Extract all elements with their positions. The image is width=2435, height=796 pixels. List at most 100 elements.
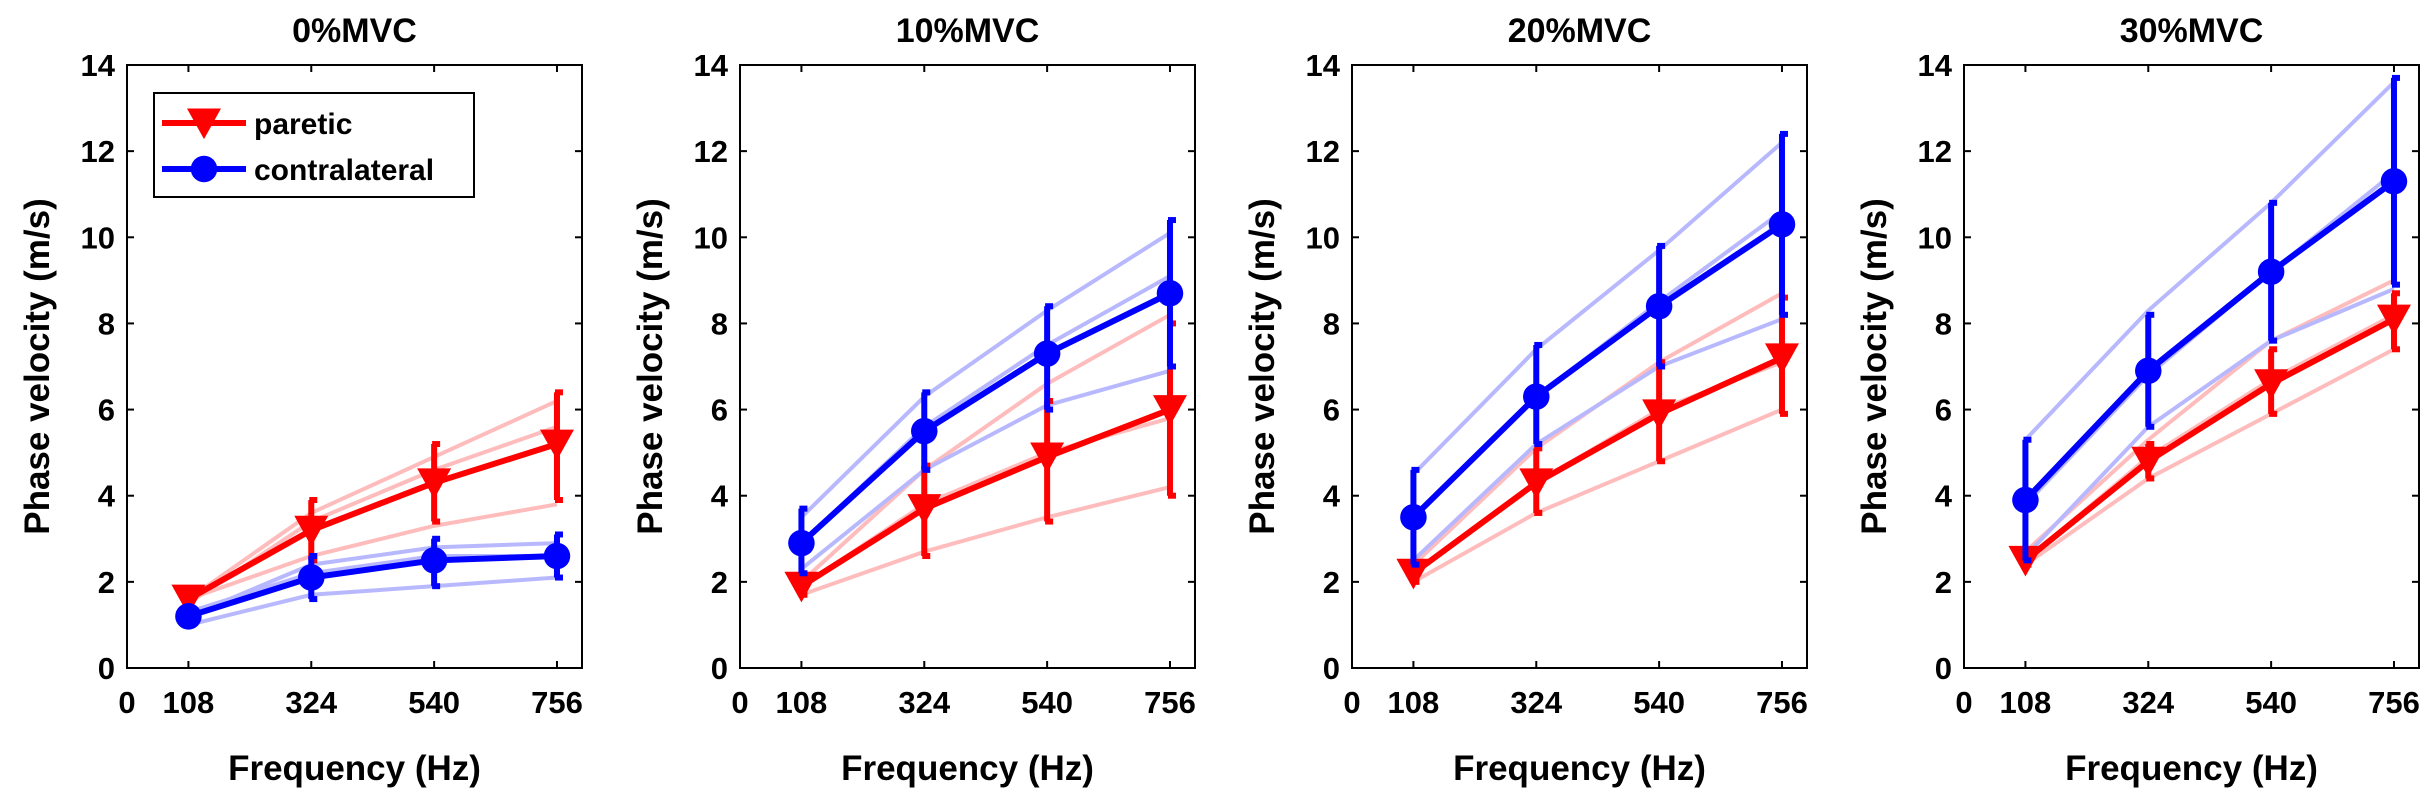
series-contralateral [1400,130,1796,568]
x-axis-label: Frequency (Hz) [841,749,1094,788]
x-tick-label: 324 [898,685,950,720]
point-paretic [417,468,452,499]
x-axis-label: Frequency (Hz) [1453,749,1706,788]
x-tick-label: 108 [1388,685,1440,720]
point-contralateral [2257,258,2285,286]
subject-line-paretic-2 [800,485,1171,597]
y-tick-label: 14 [1918,48,1953,83]
series-contralateral [2012,74,2408,564]
x-tick-label: 108 [163,685,215,720]
y-tick-label: 10 [694,220,728,255]
series-line-paretic [1411,355,1784,576]
subject-line-contralateral-1 [800,274,1171,545]
subject-line-paretic-0 [187,399,558,601]
y-axis-label: Phase velocity (m/s) [18,198,57,535]
y-tick-label: 10 [1918,220,1952,255]
subject-line-contralateral-2 [187,575,558,627]
point-paretic [907,494,942,525]
x-tick-label: 0 [1955,685,1972,720]
x-tick-label: 756 [2368,685,2420,720]
y-axis-label: Phase velocity (m/s) [631,198,670,535]
y-axis-label: Phase velocity (m/s) [1855,198,1894,535]
x-axis-label: Frequency (Hz) [228,749,481,788]
point-paretic [1396,558,1431,590]
y-tick-label: 2 [711,565,728,600]
x-tick-label: 0 [731,685,748,720]
chart-title: 30%MVC [2120,12,2264,50]
subject-line-paretic-1 [1412,360,1783,575]
subject-line-paretic-2 [187,502,558,601]
x-tick-label: 0 [118,685,135,720]
y-tick-label: 12 [81,134,115,169]
series-line-paretic [2023,316,2396,563]
y-tick-label: 14 [1306,48,1341,83]
point-paretic [784,571,819,603]
point-paretic [2254,369,2289,400]
chart-panel-0: 0%MVC 0 2 4 6 8 10 12 14 0 108 324 540 756 Frequency (… [18,12,583,788]
y-tick-label: 12 [1918,134,1952,169]
subject-line-contralateral-0 [800,231,1172,519]
legend-label-contralateral: contralateral [254,154,434,187]
series-contralateral [788,217,1184,577]
series-paretic [784,320,1187,603]
y-tick-label: 8 [1935,306,1952,341]
point-paretic [171,584,206,616]
series-line-paretic [799,406,1172,589]
point-paretic [1642,399,1677,431]
subject-line-contralateral-2 [800,368,1171,571]
point-contralateral [543,542,571,570]
x-tick-label: 324 [2122,685,2174,720]
x-tick-label: 756 [531,685,583,720]
point-contralateral [1400,503,1427,531]
y-axis-label: Phase velocity (m/s) [1243,198,1282,535]
chart-title: 20%MVC [1508,12,1652,50]
series-paretic [2008,290,2411,577]
y-tick-label: 14 [694,48,729,83]
x-tick-label: 540 [1633,685,1685,720]
x-tick-label: 540 [408,685,460,720]
y-tick-label: 12 [1306,134,1340,169]
chart-panel-3: 30%MVC 0 2 4 6 8 10 12 14 0 108 324 540 756 Frequency … [1855,12,2420,788]
plot-area [1963,64,2420,669]
y-tick-label: 4 [1935,479,1953,514]
y-tick-label: 0 [1935,651,1952,686]
point-paretic [1030,442,1065,474]
point-paretic [2131,446,2166,478]
y-tick-label: 4 [1323,479,1341,514]
subject-line-paretic-2 [1412,407,1783,584]
series-line-contralateral [1411,221,1784,520]
chart-title: 10%MVC [896,12,1040,50]
subject-line-paretic-0 [800,313,1171,584]
series-line-contralateral [2023,178,2396,503]
point-paretic [2376,304,2411,336]
y-tick-label: 6 [711,393,728,428]
plot-area [126,64,583,669]
point-contralateral [911,417,938,445]
series-paretic [1396,294,1799,590]
series-line-contralateral [187,553,558,620]
legend: paretic contralateral [153,92,475,198]
point-paretic [1764,343,1799,375]
y-tick-label: 14 [81,48,116,83]
point-contralateral [1156,280,1184,307]
series-line-contralateral [799,290,1172,546]
y-tick-label: 0 [1323,651,1340,686]
plot-area [739,64,1196,669]
y-tick-label: 10 [1306,220,1340,255]
y-tick-label: 6 [98,393,115,428]
y-tick-label: 8 [98,306,115,341]
chart-title: 0%MVC [292,12,417,50]
point-contralateral [788,529,815,557]
point-paretic [539,429,574,461]
subject-line-paretic-0 [1412,291,1783,567]
point-contralateral [2135,357,2162,385]
subject-line-paretic-0 [2024,278,2395,554]
subject-line-contralateral-1 [1412,209,1784,519]
point-contralateral [1645,292,1673,320]
series-line-paretic [186,441,558,602]
subject-line-contralateral-0 [2023,80,2396,442]
y-tick-label: 4 [98,479,116,514]
y-tick-label: 10 [81,220,115,255]
point-contralateral [2380,168,2408,195]
series-contralateral [175,531,571,630]
